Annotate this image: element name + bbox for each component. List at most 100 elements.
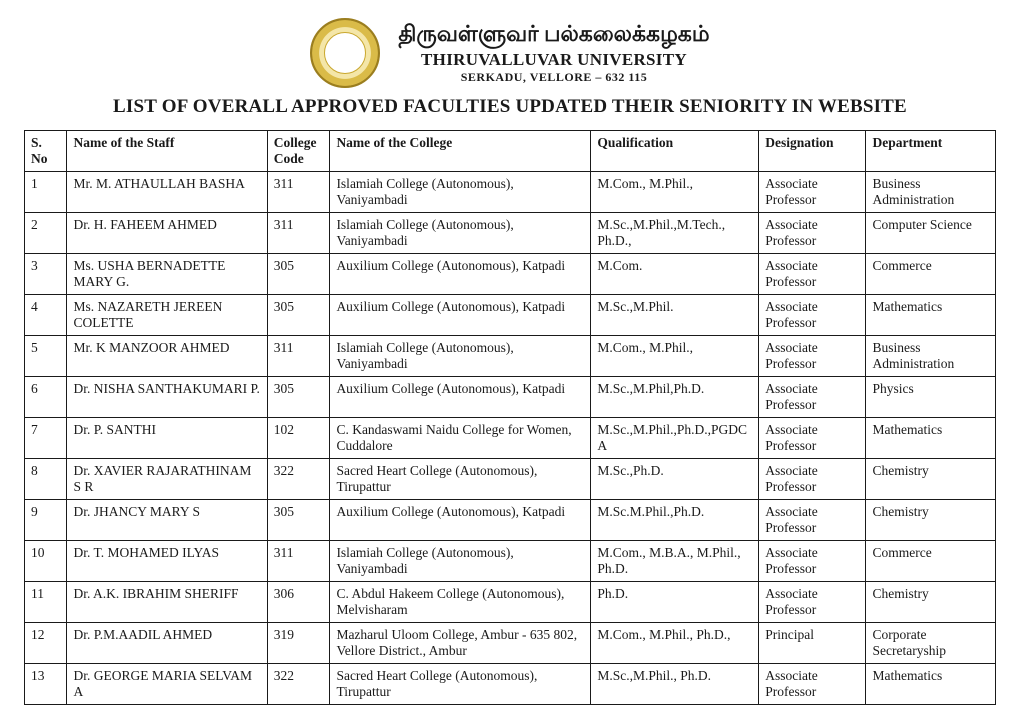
table-header-row: S. No Name of the Staff College Code Nam… [25, 131, 996, 172]
cell-sno: 12 [25, 623, 67, 664]
cell-sno: 9 [25, 500, 67, 541]
cell-qualification: M.Sc.,M.Phil,Ph.D. [591, 377, 759, 418]
cell-college: Auxilium College (Autonomous), Katpadi [330, 500, 591, 541]
col-sno: S. No [25, 131, 67, 172]
cell-department: Business Administration [866, 172, 996, 213]
table-row: 1Mr. M. ATHAULLAH BASHA311Islamiah Colle… [25, 172, 996, 213]
university-name: THIRUVALLUVAR UNIVERSITY [398, 50, 709, 70]
cell-code: 319 [267, 623, 330, 664]
cell-code: 322 [267, 459, 330, 500]
table-row: 6Dr. NISHA SANTHAKUMARI P.305Auxilium Co… [25, 377, 996, 418]
cell-department: Mathematics [866, 418, 996, 459]
university-emblem-icon [310, 18, 380, 88]
table-row: 5Mr. K MANZOOR AHMED311Islamiah College … [25, 336, 996, 377]
cell-designation: Associate Professor [759, 541, 866, 582]
cell-department: Commerce [866, 254, 996, 295]
cell-department: Physics [866, 377, 996, 418]
col-college: Name of the College [330, 131, 591, 172]
cell-designation: Associate Professor [759, 377, 866, 418]
cell-sno: 7 [25, 418, 67, 459]
cell-college: Auxilium College (Autonomous), Katpadi [330, 377, 591, 418]
cell-college: Islamiah College (Autonomous), Vaniyamba… [330, 172, 591, 213]
col-staff: Name of the Staff [67, 131, 267, 172]
cell-code: 102 [267, 418, 330, 459]
cell-designation: Associate Professor [759, 295, 866, 336]
cell-qualification: M.Sc.,M.Phil.,Ph.D.,PGDCA [591, 418, 759, 459]
cell-staff: Ms. USHA BERNADETTE MARY G. [67, 254, 267, 295]
cell-code: 305 [267, 295, 330, 336]
cell-staff: Dr. T. MOHAMED ILYAS [67, 541, 267, 582]
cell-code: 305 [267, 254, 330, 295]
cell-department: Business Administration [866, 336, 996, 377]
cell-sno: 11 [25, 582, 67, 623]
cell-sno: 6 [25, 377, 67, 418]
cell-college: C. Kandaswami Naidu College for Women, C… [330, 418, 591, 459]
table-row: 4Ms. NAZARETH JEREEN COLETTE305Auxilium … [25, 295, 996, 336]
header-text: திருவள்ளுவர் பல்கலைக்கழகம் THIRUVALLUVAR… [398, 21, 709, 85]
cell-department: Mathematics [866, 295, 996, 336]
cell-college: Islamiah College (Autonomous), Vaniyamba… [330, 213, 591, 254]
cell-code: 311 [267, 336, 330, 377]
cell-code: 306 [267, 582, 330, 623]
university-address: SERKADU, VELLORE – 632 115 [398, 70, 709, 85]
cell-designation: Associate Professor [759, 459, 866, 500]
cell-college: C. Abdul Hakeem College (Autonomous), Me… [330, 582, 591, 623]
cell-designation: Associate Professor [759, 418, 866, 459]
cell-designation: Associate Professor [759, 336, 866, 377]
cell-code: 305 [267, 500, 330, 541]
cell-sno: 3 [25, 254, 67, 295]
col-qualification: Qualification [591, 131, 759, 172]
cell-code: 322 [267, 664, 330, 705]
cell-qualification: M.Com., M.Phil., Ph.D., [591, 623, 759, 664]
cell-staff: Mr. K MANZOOR AHMED [67, 336, 267, 377]
cell-sno: 13 [25, 664, 67, 705]
cell-staff: Dr. P.M.AADIL AHMED [67, 623, 267, 664]
cell-qualification: Ph.D. [591, 582, 759, 623]
cell-designation: Associate Professor [759, 664, 866, 705]
cell-college: Islamiah College (Autonomous), Vaniyamba… [330, 336, 591, 377]
cell-qualification: M.Sc.,Ph.D. [591, 459, 759, 500]
cell-staff: Dr. H. FAHEEM AHMED [67, 213, 267, 254]
table-row: 7Dr. P. SANTHI102C. Kandaswami Naidu Col… [25, 418, 996, 459]
page-title: LIST OF OVERALL APPROVED FACULTIES UPDAT… [24, 96, 996, 118]
cell-college: Sacred Heart College (Autonomous), Tirup… [330, 459, 591, 500]
cell-qualification: M.Sc.,M.Phil., Ph.D. [591, 664, 759, 705]
cell-qualification: M.Com., M.Phil., [591, 336, 759, 377]
cell-staff: Dr. JHANCY MARY S [67, 500, 267, 541]
cell-staff: Dr. A.K. IBRAHIM SHERIFF [67, 582, 267, 623]
cell-staff: Mr. M. ATHAULLAH BASHA [67, 172, 267, 213]
cell-department: Commerce [866, 541, 996, 582]
cell-sno: 4 [25, 295, 67, 336]
cell-department: Corporate Secretaryship [866, 623, 996, 664]
cell-designation: Associate Professor [759, 254, 866, 295]
cell-college: Sacred Heart College (Autonomous), Tirup… [330, 664, 591, 705]
table-head: S. No Name of the Staff College Code Nam… [25, 131, 996, 172]
cell-code: 311 [267, 213, 330, 254]
table-row: 11Dr. A.K. IBRAHIM SHERIFF306C. Abdul Ha… [25, 582, 996, 623]
col-designation: Designation [759, 131, 866, 172]
table-row: 9Dr. JHANCY MARY S305Auxilium College (A… [25, 500, 996, 541]
cell-designation: Associate Professor [759, 172, 866, 213]
cell-sno: 5 [25, 336, 67, 377]
table-row: 10Dr. T. MOHAMED ILYAS311Islamiah Colleg… [25, 541, 996, 582]
cell-staff: Dr. GEORGE MARIA SELVAM A [67, 664, 267, 705]
cell-qualification: M.Com., M.Phil., [591, 172, 759, 213]
cell-qualification: M.Sc.,M.Phil. [591, 295, 759, 336]
cell-qualification: M.Sc.,M.Phil.,M.Tech., Ph.D., [591, 213, 759, 254]
cell-department: Chemistry [866, 459, 996, 500]
table-row: 12Dr. P.M.AADIL AHMED319Mazharul Uloom C… [25, 623, 996, 664]
cell-college: Islamiah College (Autonomous), Vaniyamba… [330, 541, 591, 582]
cell-sno: 10 [25, 541, 67, 582]
table-row: 13Dr. GEORGE MARIA SELVAM A322Sacred Hea… [25, 664, 996, 705]
cell-code: 305 [267, 377, 330, 418]
cell-department: Chemistry [866, 500, 996, 541]
faculty-table: S. No Name of the Staff College Code Nam… [24, 130, 996, 705]
cell-qualification: M.Com., M.B.A., M.Phil., Ph.D. [591, 541, 759, 582]
cell-designation: Associate Professor [759, 213, 866, 254]
cell-qualification: M.Com. [591, 254, 759, 295]
cell-staff: Dr. XAVIER RAJARATHINAM S R [67, 459, 267, 500]
tamil-title: திருவள்ளுவர் பல்கலைக்கழகம் [398, 21, 709, 50]
cell-designation: Associate Professor [759, 582, 866, 623]
col-code: College Code [267, 131, 330, 172]
cell-sno: 2 [25, 213, 67, 254]
